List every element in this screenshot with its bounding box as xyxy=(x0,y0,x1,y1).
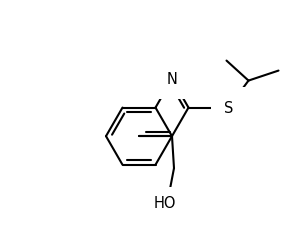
Text: N: N xyxy=(167,71,178,86)
Text: HO: HO xyxy=(154,195,176,210)
Text: S: S xyxy=(224,101,233,116)
